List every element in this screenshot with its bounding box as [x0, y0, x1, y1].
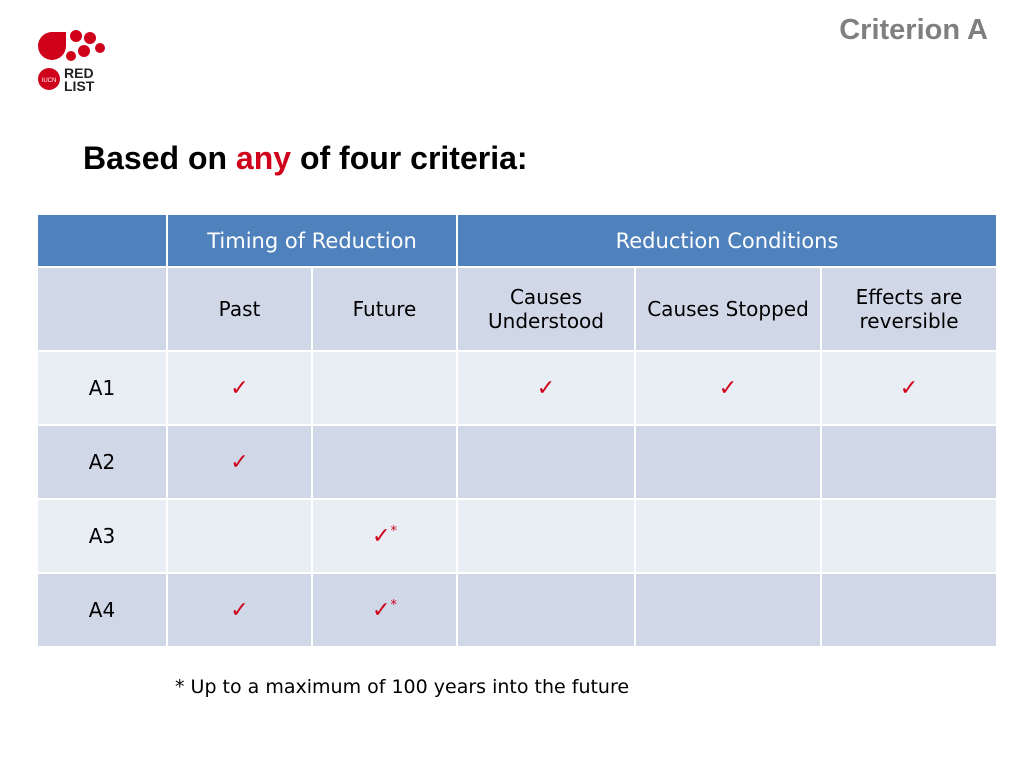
- cell-causes-understood: [456, 572, 636, 648]
- cell-past: ✓: [166, 424, 313, 500]
- sub-header-causes-understood: Causes Understood: [456, 266, 636, 352]
- cell-causes-understood: [456, 498, 636, 574]
- group-header-blank: [36, 213, 168, 268]
- check-icon: ✓: [536, 375, 556, 401]
- cell-past: ✓: [166, 350, 313, 426]
- slide-heading: Based on any of four criteria:: [83, 140, 528, 177]
- logo-text-list: LIST: [64, 78, 95, 94]
- table-row: A3 ✓*: [36, 498, 999, 574]
- group-header-conditions: Reduction Conditions: [455, 213, 999, 268]
- sub-header-blank: [36, 266, 168, 352]
- cell-causes-stopped: [634, 424, 822, 500]
- cell-causes-stopped: [634, 572, 822, 648]
- check-icon: ✓*: [372, 597, 397, 623]
- check-icon: ✓: [230, 375, 249, 401]
- cell-causes-stopped: ✓: [634, 350, 822, 426]
- cell-effects-reversible: [819, 572, 999, 648]
- cell-effects-reversible: [819, 424, 999, 500]
- sub-header-effects-reversible: Effects are reversible: [819, 266, 999, 352]
- table-row: A1 ✓ ✓ ✓ ✓: [36, 350, 999, 426]
- heading-before: Based on: [83, 140, 236, 176]
- table-group-header-row: Timing of Reduction Reduction Conditions: [36, 213, 999, 268]
- cell-future: ✓*: [311, 572, 458, 648]
- criteria-table: Timing of Reduction Reduction Conditions…: [36, 213, 999, 648]
- sub-header-causes-stopped: Causes Stopped: [634, 266, 822, 352]
- cell-effects-reversible: ✓: [819, 350, 999, 426]
- cell-causes-understood: ✓: [456, 350, 636, 426]
- group-header-timing: Timing of Reduction: [166, 213, 458, 268]
- table-row: A4 ✓ ✓*: [36, 572, 999, 648]
- slide-header-title: Criterion A: [839, 14, 988, 46]
- footnote-star: *: [390, 523, 397, 539]
- cell-past: [166, 498, 313, 574]
- check-icon: ✓: [899, 375, 919, 401]
- cell-future: [311, 424, 458, 500]
- sub-header-future: Future: [311, 266, 458, 352]
- check-icon: ✓: [718, 375, 738, 401]
- cell-past: ✓: [166, 572, 313, 648]
- cell-causes-understood: [456, 424, 636, 500]
- red-list-logo-icon: IUCN RED LIST: [38, 30, 105, 94]
- heading-after: of four criteria:: [291, 140, 528, 176]
- table-sub-header-row: Past Future Causes Understood Causes Sto…: [36, 266, 999, 352]
- row-label: A4: [36, 572, 168, 648]
- red-list-logo: IUCN RED LIST: [34, 28, 114, 98]
- footnote: * Up to a maximum of 100 years into the …: [175, 676, 630, 698]
- cell-causes-stopped: [634, 498, 822, 574]
- heading-accent: any: [235, 140, 292, 176]
- row-label: A2: [36, 424, 168, 500]
- check-icon: ✓: [230, 449, 249, 475]
- row-label: A3: [36, 498, 168, 574]
- row-label: A1: [36, 350, 168, 426]
- table-row: A2 ✓: [36, 424, 999, 500]
- cell-future: [311, 350, 458, 426]
- cell-future: ✓*: [311, 498, 458, 574]
- check-icon: ✓: [230, 597, 249, 623]
- sub-header-past: Past: [166, 266, 313, 352]
- logo-badge-text: IUCN: [42, 78, 57, 84]
- footnote-star: *: [390, 597, 397, 613]
- check-icon: ✓*: [372, 523, 397, 549]
- cell-effects-reversible: [819, 498, 999, 574]
- logo-text-red: RED: [64, 65, 94, 81]
